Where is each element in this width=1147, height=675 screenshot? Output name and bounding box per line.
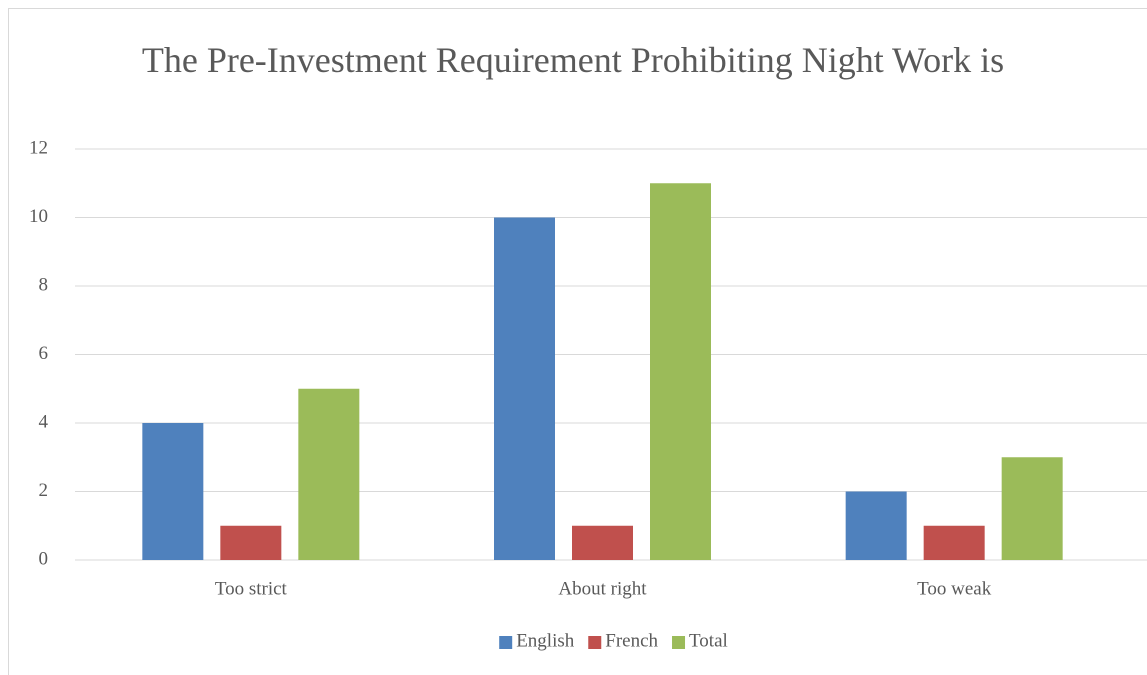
bar (923, 525, 985, 560)
x-tick-label: About right (558, 578, 647, 599)
legend-label: Total (689, 630, 728, 651)
bar (494, 217, 555, 560)
y-tick-label: 0 (39, 548, 49, 569)
y-tick-label: 6 (39, 343, 49, 364)
legend-swatch (499, 636, 513, 649)
bar (845, 491, 907, 560)
bar (572, 525, 633, 560)
x-tick-label: Too weak (917, 578, 992, 599)
legend-swatch (672, 636, 686, 649)
y-tick-label: 10 (29, 206, 48, 227)
bar (298, 388, 360, 560)
bar (220, 525, 282, 560)
chart-border (8, 8, 1147, 675)
x-tick-label: Too strict (215, 578, 288, 599)
y-tick-label: 12 (29, 137, 48, 158)
legend-label: English (516, 630, 575, 651)
legend-swatch (588, 636, 602, 649)
bar (142, 423, 204, 560)
y-tick-label: 8 (39, 274, 49, 295)
y-tick-label: 4 (39, 411, 49, 432)
chart-title: The Pre-Investment Requirement Prohibiti… (141, 40, 1005, 80)
y-tick-label: 2 (39, 480, 49, 501)
legend-label: French (605, 630, 658, 651)
bar (650, 183, 711, 560)
bar (1001, 457, 1063, 560)
